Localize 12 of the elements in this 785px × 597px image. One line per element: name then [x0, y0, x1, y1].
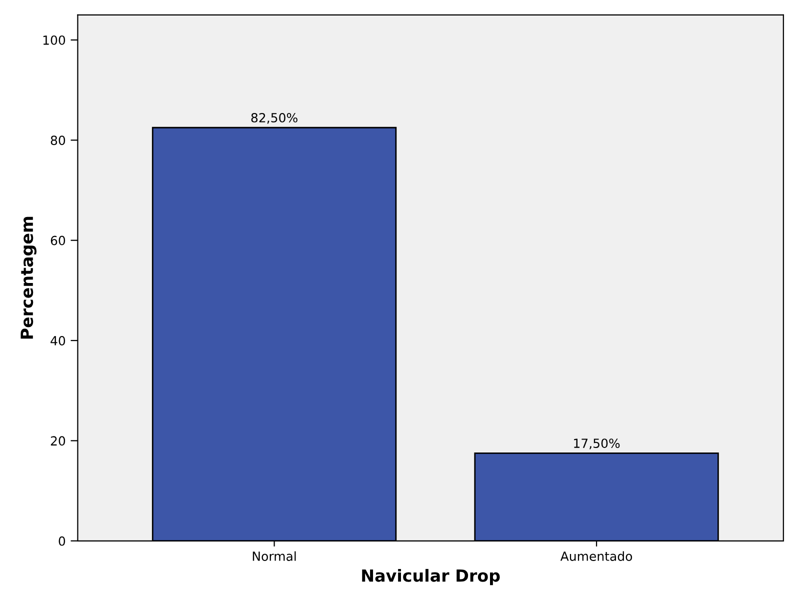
y-axis-title: Percentagem — [20, 216, 36, 339]
x-tick-label: Aumentado — [560, 551, 632, 561]
y-tick-label: 80 — [50, 136, 66, 146]
y-tick-label: 0 — [58, 536, 66, 546]
y-tick-label: 60 — [50, 236, 66, 246]
y-tick-label: 100 — [43, 35, 66, 45]
y-tick-label: 20 — [50, 436, 66, 446]
y-tick-label: 40 — [50, 336, 66, 346]
x-tick-label: Normal — [252, 551, 296, 561]
data-label: 82,50% — [251, 112, 298, 124]
data-label: 17,50% — [574, 438, 620, 450]
x-axis-title: Navicular Drop — [362, 568, 500, 586]
